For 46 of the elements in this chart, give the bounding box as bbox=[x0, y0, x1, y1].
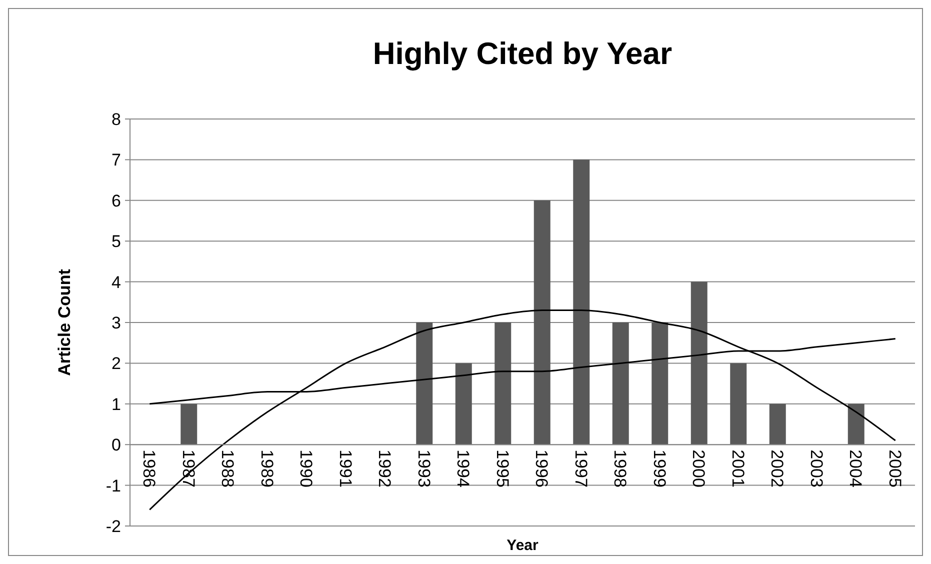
x-tick-label: 1998 bbox=[610, 450, 630, 488]
y-tick-label: 7 bbox=[112, 150, 121, 170]
y-tick-label: 0 bbox=[112, 436, 121, 455]
y-tick-label: 5 bbox=[112, 232, 121, 252]
bar bbox=[534, 200, 550, 445]
y-tick-label: 8 bbox=[112, 110, 121, 129]
bar bbox=[690, 282, 708, 445]
x-tick-label: 1993 bbox=[414, 450, 434, 488]
y-tick-label: -2 bbox=[106, 516, 121, 536]
x-tick-label: 1986 bbox=[140, 450, 159, 488]
x-tick-label: 1995 bbox=[492, 450, 512, 488]
x-tick-label: 1996 bbox=[532, 450, 552, 488]
x-tick-label: 1990 bbox=[296, 450, 316, 488]
bar bbox=[769, 404, 786, 445]
y-tick-label: 6 bbox=[112, 191, 121, 210]
bar bbox=[573, 160, 590, 445]
bar bbox=[848, 404, 864, 445]
x-tick-label: 1999 bbox=[650, 450, 669, 488]
y-tick-label: 3 bbox=[112, 313, 121, 332]
y-tick-label: 2 bbox=[112, 354, 121, 374]
x-tick-label: 2001 bbox=[728, 450, 748, 488]
bar bbox=[455, 363, 472, 445]
x-tick-label: 1989 bbox=[257, 450, 276, 488]
x-tick-label: 1994 bbox=[454, 450, 473, 488]
y-tick-label: 1 bbox=[112, 394, 121, 414]
chart-title: Highly Cited by Year bbox=[372, 36, 672, 71]
bar bbox=[180, 404, 198, 445]
x-tick-label: 1987 bbox=[178, 450, 198, 488]
x-tick-label: 2005 bbox=[885, 450, 904, 488]
bar bbox=[612, 322, 629, 445]
bar bbox=[416, 322, 433, 445]
bar bbox=[494, 322, 512, 445]
x-tick-label: 2004 bbox=[846, 450, 866, 488]
x-tick-label: 1988 bbox=[218, 450, 238, 488]
y-tick-label: 4 bbox=[112, 272, 121, 292]
x-axis-title: Year bbox=[506, 537, 539, 554]
x-tick-label: 1997 bbox=[571, 450, 590, 488]
x-tick-label: 1991 bbox=[336, 450, 355, 488]
x-tick-label: 2003 bbox=[806, 450, 826, 488]
y-tick-label: -1 bbox=[106, 476, 121, 496]
y-axis-title: Article Count bbox=[55, 268, 74, 376]
x-tick-label: 1992 bbox=[375, 450, 394, 488]
x-tick-label: 2000 bbox=[689, 450, 708, 488]
x-tick-label: 2002 bbox=[768, 450, 787, 488]
bar bbox=[730, 363, 747, 445]
bar bbox=[652, 322, 668, 445]
